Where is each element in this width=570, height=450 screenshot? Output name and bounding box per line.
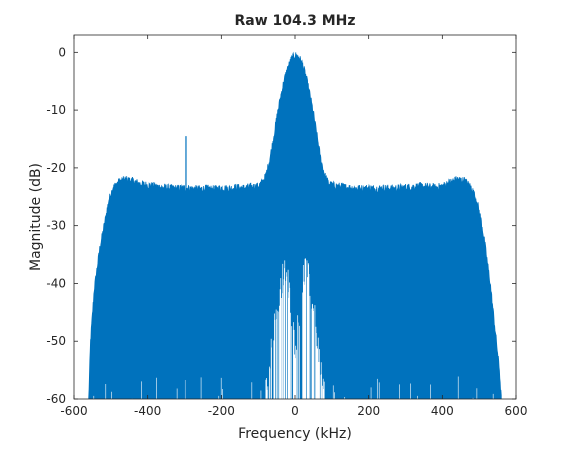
spectrum-envelope <box>88 51 502 399</box>
x-tick-label: 0 <box>291 404 299 418</box>
y-tick-label: -30 <box>46 219 66 233</box>
axes: -600 -400 -200 0 200 400 600 0 -10 -20 -30 -40 -50 -6… <box>46 34 528 418</box>
y-tick-label: -10 <box>46 103 66 117</box>
x-tick-label: -200 <box>208 404 235 418</box>
x-tick-label: 600 <box>505 404 528 418</box>
x-axis-label: Frequency (kHz) <box>238 426 352 442</box>
chart-title: Raw 104.3 MHz <box>235 13 356 29</box>
series-1 <box>88 51 502 399</box>
y-tick-label: -60 <box>46 392 66 406</box>
y-tick-label: -50 <box>46 334 66 348</box>
x-tick-label: 200 <box>357 404 380 418</box>
spectrum-gaps <box>265 258 325 399</box>
x-tick-label: 400 <box>431 404 454 418</box>
x-tick-label: -400 <box>134 404 161 418</box>
y-tick-label: 0 <box>58 45 66 59</box>
spectrum-series <box>88 51 502 399</box>
y-tick-label: -20 <box>46 161 66 175</box>
y-tick-label: -40 <box>46 276 66 290</box>
x-tick-label: -600 <box>60 404 87 418</box>
y-axis-label: Magnitude (dB) <box>28 163 44 271</box>
